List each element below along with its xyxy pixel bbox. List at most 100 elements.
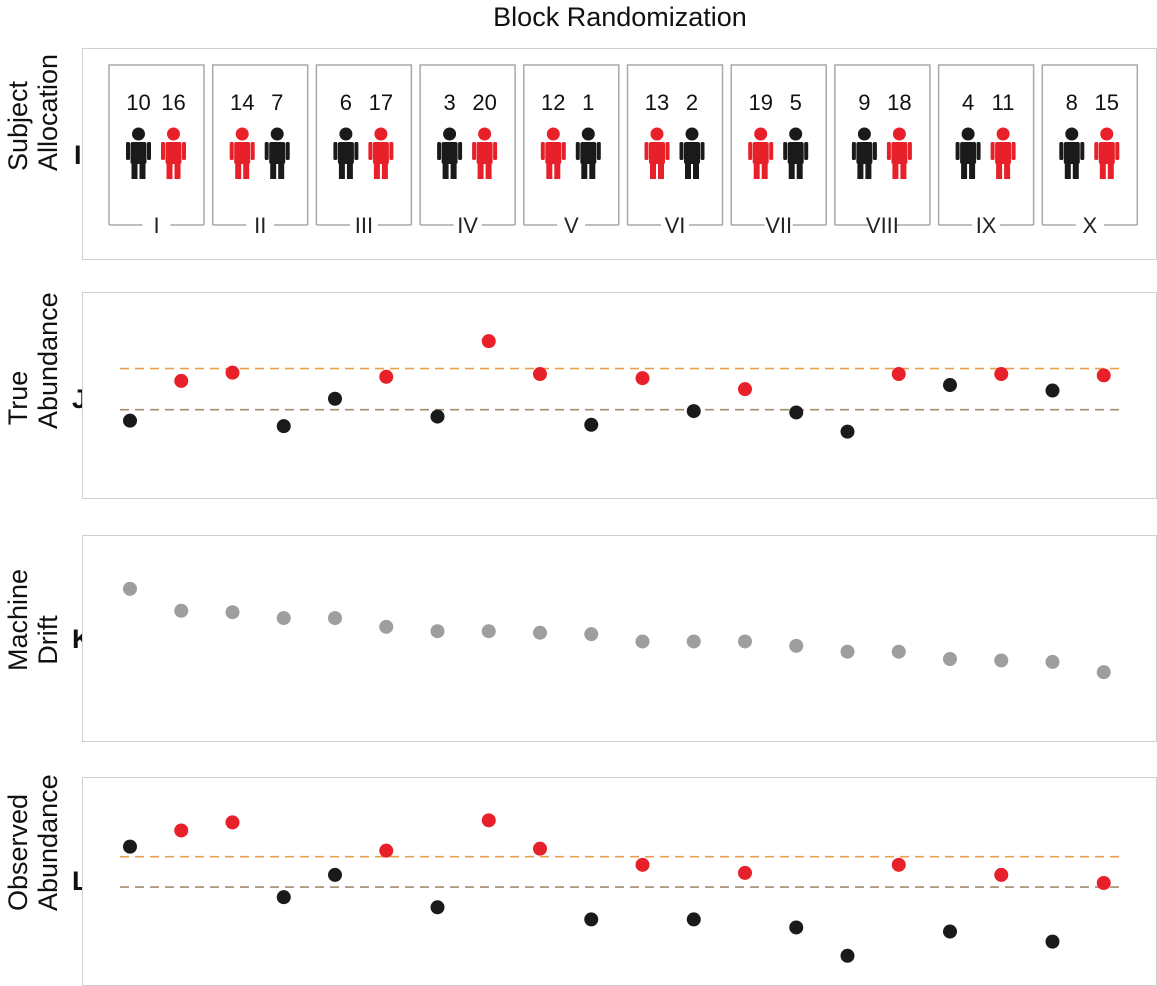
subject-id: 8 [1066,90,1078,115]
person-arm [1080,142,1085,160]
data-point-control [789,405,804,420]
person-head [961,127,975,141]
subject-id: 6 [340,90,352,115]
block-label: I [153,213,159,238]
person-leg [131,163,138,179]
person-leg [346,163,353,179]
person-arm [955,142,960,160]
person-arm [264,142,269,160]
data-point-drift [481,624,496,639]
person-arm [333,142,338,160]
person-arm [769,142,774,160]
data-point-control [276,890,291,905]
person-leg [685,163,691,179]
subject-id: 7 [271,90,283,115]
person-leg [1107,163,1114,179]
person-head [996,127,1010,141]
block-box [626,64,724,225]
person-head [789,127,803,141]
person-arm [679,142,684,160]
person-leg [243,163,250,179]
person-leg [554,163,561,179]
block-5: V 12 1 [523,64,620,238]
person-arm [493,142,498,160]
data-point-case [738,382,752,397]
person-leg [450,163,457,179]
block-box [937,64,1035,225]
block-label: II [254,213,266,238]
block-1: I 10 16 [108,64,205,238]
block-label: III [355,213,373,238]
subject-id: 13 [645,90,669,115]
block-8: VIII 9 18 [834,64,931,238]
person-arm [354,142,359,160]
subject-id: 10 [126,90,150,115]
person-arm [250,142,255,160]
person-leg [338,163,345,179]
data-point-drift [738,634,752,649]
person-torso [856,142,873,164]
scatter-panel-l [120,813,1122,963]
person-arm [665,142,670,160]
person-leg [373,163,380,179]
block-box [315,64,413,225]
block-6: VI 13 2 [626,64,724,238]
block-box [211,64,309,225]
person-head [339,127,353,141]
subject-id: 20 [472,90,496,115]
block-4: IV 3 20 [419,64,516,238]
person-leg [1064,163,1071,179]
person-arm [575,142,580,160]
person-head [1100,127,1114,141]
panel-observed-abundance [82,777,1157,986]
block-label: IV [457,213,478,238]
person-torso [891,142,908,164]
person-arm [126,142,130,160]
person-arm [368,142,373,160]
data-point-control [123,413,137,428]
subject-id: 4 [962,90,974,115]
person-leg [381,163,388,179]
data-point-drift [840,644,855,659]
data-point-drift [686,634,701,649]
person-head [650,127,664,141]
person-leg [788,163,795,179]
person-torso [545,142,562,164]
subject-id: 11 [992,90,1015,115]
data-point-drift [379,619,394,634]
person-arm [804,142,809,160]
person-head [132,127,145,141]
person-torso [1063,142,1080,164]
data-point-case [738,865,752,880]
scatter-panel-k [123,581,1111,680]
data-point-case [533,841,547,856]
person-leg [865,163,872,179]
data-point-case [533,367,547,382]
person-torso [372,142,389,164]
scatter-panel-j [120,334,1122,439]
person-arm [976,142,981,160]
data-point-case [1096,876,1111,891]
person-leg [693,163,699,179]
person-arm [472,142,477,160]
subject-id: 9 [858,90,870,115]
data-point-control [943,924,957,939]
panel-true-abundance [82,292,1157,499]
data-point-case [891,367,906,382]
subject-id: 17 [369,90,393,115]
data-point-control [328,391,342,406]
person-head [546,127,560,141]
panel-machine-drift [82,535,1157,742]
person-head [581,127,595,141]
person-arm [990,142,995,160]
person-leg [442,163,449,179]
person-arm [700,142,705,160]
person-leg [969,163,976,179]
block-label: IX [976,213,997,238]
person-torso [130,142,147,164]
person-leg [139,163,146,179]
data-point-drift [328,611,342,626]
data-point-control [686,404,701,419]
person-torso [580,142,597,164]
